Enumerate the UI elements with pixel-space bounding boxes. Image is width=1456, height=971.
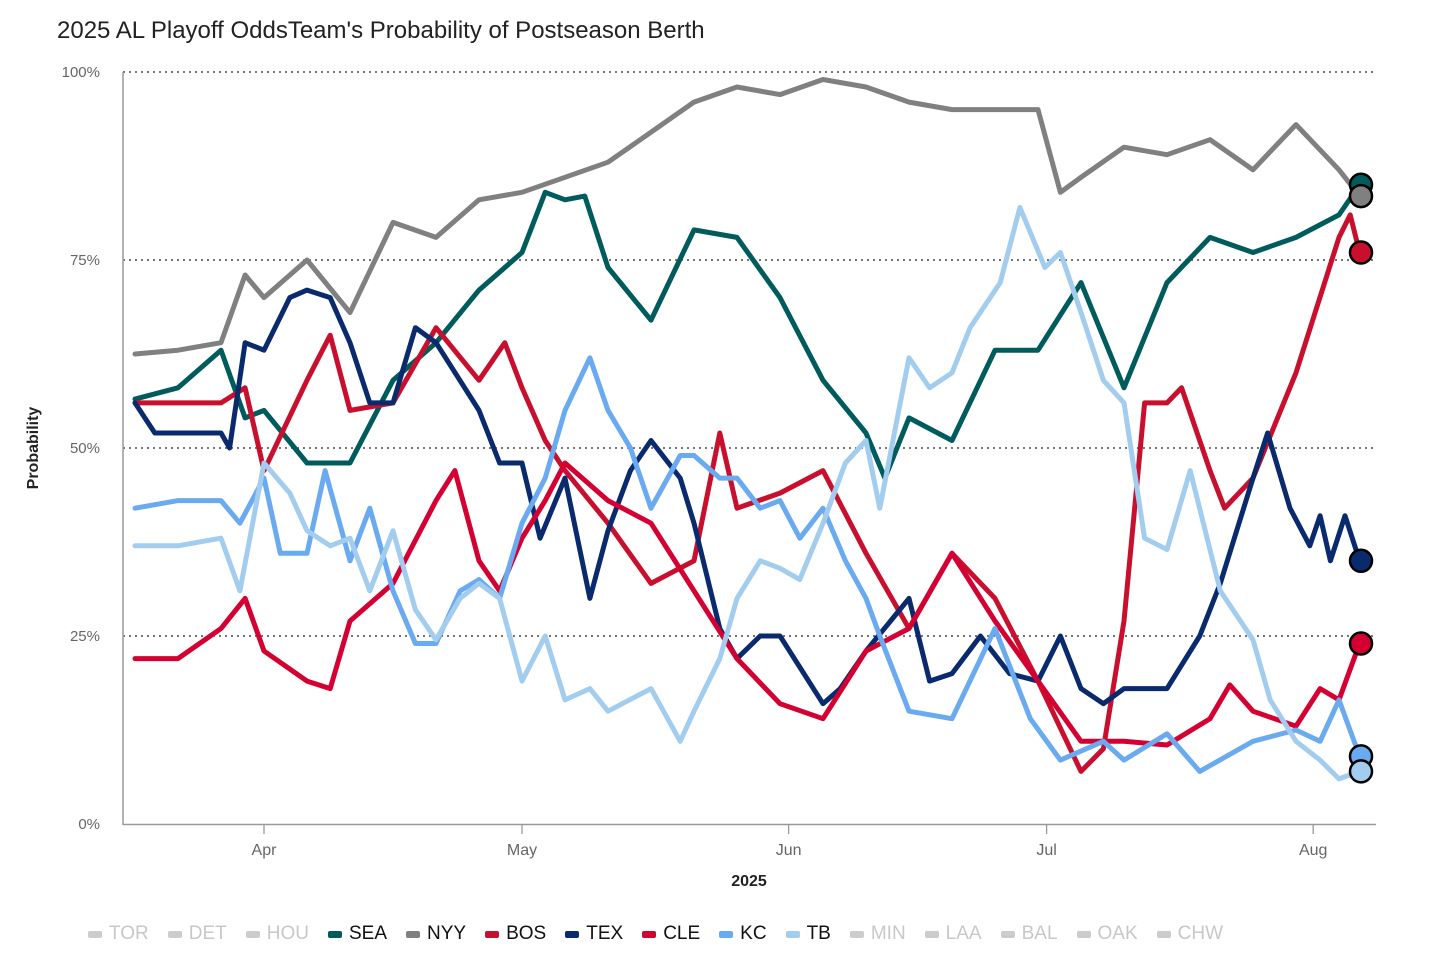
x-axis-label: 2025 [731, 873, 767, 890]
legend-swatch [485, 930, 500, 938]
legend-swatch [245, 930, 260, 938]
legend-item-nyy[interactable]: NYY [406, 922, 466, 946]
x-tick-label: Jun [776, 842, 802, 859]
legend-item-bos[interactable]: BOS [485, 922, 546, 946]
legend-swatch [167, 930, 182, 938]
end-marker-nyy[interactable] [1348, 183, 1374, 209]
legend-label: NYY [427, 923, 467, 944]
end-markers [1348, 172, 1374, 784]
legend-label: HOU [266, 923, 309, 944]
legend-item-oak[interactable]: OAK [1076, 922, 1138, 946]
legend-item-tb[interactable]: TB [785, 922, 831, 946]
legend-swatch [849, 930, 864, 938]
y-tick-label: 0% [78, 816, 100, 833]
legend-label: TEX [586, 923, 624, 944]
legend-swatch [88, 930, 102, 938]
x-axis-ticks: Apr May Jun Jul Aug [252, 825, 1327, 859]
legend-item-sea[interactable]: SEA [328, 922, 387, 946]
series-line-kc [132, 355, 1363, 774]
end-marker-bos[interactable] [1348, 240, 1374, 265]
legend-label: OAK [1097, 923, 1138, 944]
y-tick-label: 50% [70, 440, 100, 457]
legend-label: CHW [1177, 923, 1224, 944]
legend-item-tor[interactable]: TOR [88, 922, 149, 946]
end-marker-tex[interactable] [1348, 548, 1374, 574]
x-tick-label: May [507, 842, 537, 859]
legend-swatch [1156, 930, 1171, 938]
series-lines [132, 77, 1363, 782]
y-tick-label: 25% [70, 628, 100, 645]
chart-title: 2025 AL Playoff OddsTeam's Probability o… [57, 17, 705, 44]
legend-label: SEA [349, 923, 388, 944]
y-axis-ticks: 0% 25% 50% 75% 100% [62, 64, 100, 833]
legend-label: DET [188, 923, 227, 944]
y-axis-label: Probability [25, 407, 42, 490]
series-line-cle [132, 460, 1363, 748]
legend-item-tex[interactable]: TEX [565, 922, 623, 946]
legend-label: LAA [945, 923, 982, 944]
legend-swatch [924, 930, 939, 938]
end-marker-tb[interactable] [1348, 759, 1374, 784]
y-tick-label: 100% [62, 64, 100, 81]
x-tick-label: Aug [1299, 842, 1327, 859]
x-tick-label: Apr [252, 842, 278, 859]
legend-swatch [328, 930, 342, 938]
legend-item-hou[interactable]: HOU [245, 922, 309, 946]
series-line-tb [132, 204, 1363, 782]
series-line-bos [132, 212, 1363, 774]
legend-swatch [1000, 930, 1015, 938]
gridlines [123, 71, 1376, 637]
legend-swatch [642, 930, 657, 938]
legend-label: KC [740, 923, 767, 944]
legend: TOR DET HOU SEA NYY BOS TEX CLE KC TB MIN LAA BAL OAK… [88, 922, 1388, 946]
end-marker-cle[interactable] [1348, 631, 1374, 656]
legend-item-chw[interactable]: CHW [1156, 922, 1224, 946]
legend-label: BAL [1021, 923, 1058, 944]
legend-swatch [719, 930, 734, 938]
legend-swatch [785, 930, 800, 938]
legend-label: MIN [870, 923, 906, 944]
legend-label: TOR [109, 923, 149, 944]
legend-item-cle[interactable]: CLE [642, 922, 700, 946]
legend-swatch [406, 930, 421, 938]
legend-item-kc[interactable]: KC [719, 922, 767, 946]
legend-item-det[interactable]: DET [167, 922, 227, 946]
legend-label: BOS [506, 923, 547, 944]
series-line-nyy [132, 77, 1363, 357]
legend-item-laa[interactable]: LAA [924, 922, 982, 946]
x-tick-label: Jul [1036, 842, 1056, 859]
y-tick-label: 75% [70, 252, 100, 269]
series-line-sea [132, 182, 1363, 481]
legend-label: TB [806, 923, 831, 944]
legend-swatch [565, 930, 580, 938]
legend-item-min[interactable]: MIN [849, 922, 906, 946]
legend-label: CLE [663, 923, 701, 944]
legend-item-bal[interactable]: BAL [1000, 922, 1058, 946]
legend-swatch [1076, 930, 1091, 938]
